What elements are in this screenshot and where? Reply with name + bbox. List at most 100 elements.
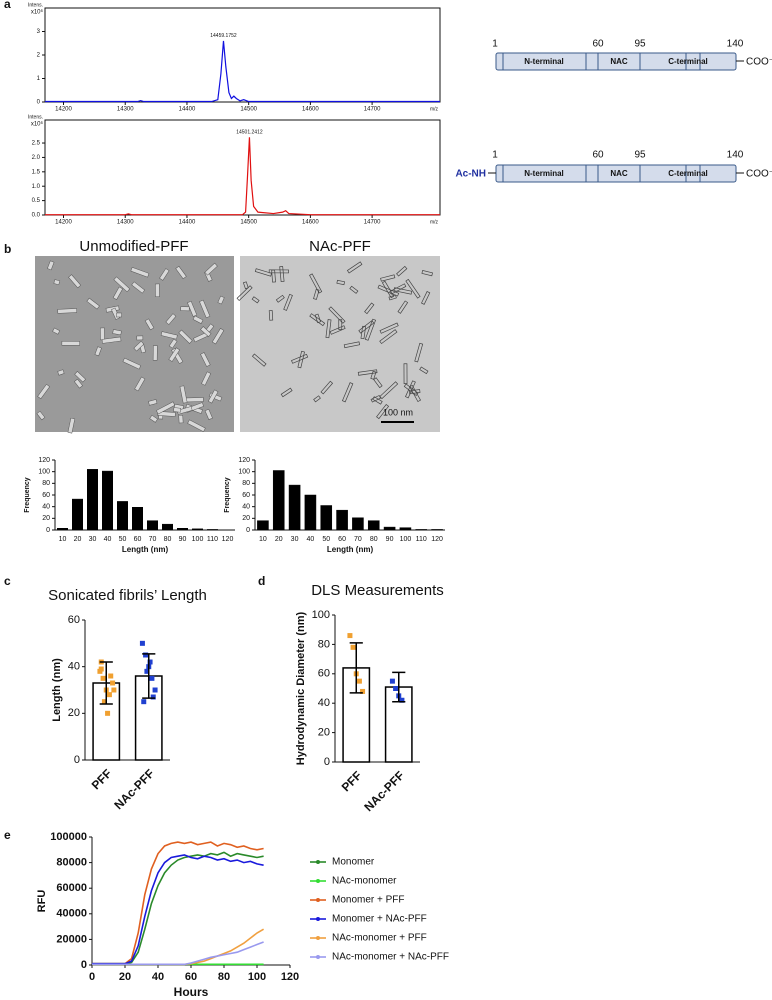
fibril [338, 319, 343, 330]
x-tick-label: 50 [119, 536, 127, 543]
y-tick-label: 80 [42, 480, 50, 487]
x-tick-label: 120 [281, 971, 299, 983]
fibril [364, 302, 375, 315]
fibril [130, 266, 150, 278]
x-tick-label: 90 [386, 536, 394, 543]
fibril [192, 315, 204, 324]
x-tick-label: 80 [218, 971, 230, 983]
fibril [61, 341, 80, 346]
fibril [207, 389, 219, 404]
chart-title: Sonicated fibrils’ Length [48, 587, 207, 604]
x-tick-label: 40 [307, 536, 315, 543]
scale-bar-label: 100 nm [383, 407, 413, 417]
fibril [187, 419, 206, 433]
fibril [251, 353, 267, 367]
legend-marker [316, 917, 320, 921]
fibril [396, 265, 408, 277]
fibril [297, 350, 305, 369]
x-tick-label: 20 [119, 971, 131, 983]
fibril [313, 395, 321, 403]
bar [336, 509, 348, 531]
y-tick-label: 3 [37, 29, 41, 35]
fibril [204, 408, 213, 420]
y-axis-label: Frequency [224, 477, 231, 513]
domain-label: NAC [610, 57, 628, 66]
x-tick-label: 100 [400, 536, 412, 543]
x-tick-label: 14600 [302, 220, 319, 226]
fibril [379, 381, 399, 400]
x-axis-label: m/z [430, 219, 439, 225]
y-axis-label: RFU [36, 890, 48, 913]
x-tick-label: 14600 [302, 107, 319, 113]
bar [415, 529, 428, 531]
fibril [376, 403, 390, 420]
fibril [388, 294, 397, 301]
data-point [108, 673, 114, 679]
fibril [36, 410, 46, 421]
legend-label: NAc-monomer + NAc-PFF [332, 952, 449, 963]
x-tick-label: 20 [74, 536, 82, 543]
y-tick-label: 0.5 [32, 198, 41, 204]
fibril [160, 331, 178, 340]
data-point [393, 686, 399, 691]
fibril [152, 345, 158, 361]
y-tick-label: 2.5 [32, 141, 41, 147]
residue-number: 140 [727, 39, 744, 50]
x-axis-label: Length (nm) [122, 545, 169, 554]
x-tick-label: 100 [192, 536, 204, 543]
y-tick-label: 60000 [56, 882, 87, 894]
y-tick-label: 80000 [56, 857, 87, 869]
fibril [112, 286, 123, 300]
y-axis-unit: x10⁶ [31, 121, 44, 128]
fibril [133, 340, 145, 352]
y-axis-label: Frequency [24, 477, 31, 513]
fibril [280, 387, 293, 398]
x-tick-label: 14700 [364, 107, 381, 113]
x-tick-label: 14300 [117, 220, 134, 226]
fibril [73, 378, 83, 389]
data-point [149, 675, 155, 681]
data-point [147, 659, 153, 665]
domain-label: C-terminal [668, 169, 708, 178]
fibril [313, 288, 320, 300]
fibril [37, 383, 51, 400]
fibril [74, 370, 86, 383]
protein-diagram: 1 60 95 140 N-terminal NAC C-terminal CO… [492, 39, 772, 71]
micrograph-title: Unmodified-PFF [79, 238, 188, 255]
fibril [349, 285, 359, 294]
data-point [111, 687, 117, 693]
fibril [204, 262, 218, 276]
data-point [105, 710, 111, 716]
y-tick-label: 2.0 [32, 155, 41, 161]
fibril [336, 279, 345, 286]
x-tick-label: 70 [149, 536, 157, 543]
y-tick-label: 20000 [56, 933, 87, 945]
x-tick-label: NAc-PFF [111, 766, 157, 812]
x-tick-label: 10 [59, 536, 67, 543]
data-line [45, 40, 440, 103]
bar [177, 528, 188, 531]
bar [162, 523, 173, 531]
fibril [67, 417, 76, 434]
fibril [173, 407, 182, 413]
fibril [53, 279, 61, 286]
fibril [168, 338, 178, 349]
y-tick-label: 20 [42, 515, 50, 522]
panel-label: d [258, 574, 265, 588]
fibril [320, 380, 334, 395]
fibril [184, 397, 204, 403]
x-tick-label: 60 [338, 536, 346, 543]
residue-number: 60 [592, 150, 604, 161]
fibril [179, 385, 188, 404]
legend-label: Monomer [332, 857, 375, 868]
fibril [57, 308, 78, 314]
x-tick-label: 14500 [240, 107, 257, 113]
x-tick-label: 90 [179, 536, 187, 543]
fibril [201, 371, 212, 386]
data-point [347, 633, 353, 639]
fibril [364, 318, 377, 341]
domain-label: N-terminal [524, 57, 564, 66]
x-tick-label: 10 [259, 536, 267, 543]
fibril [47, 260, 55, 271]
